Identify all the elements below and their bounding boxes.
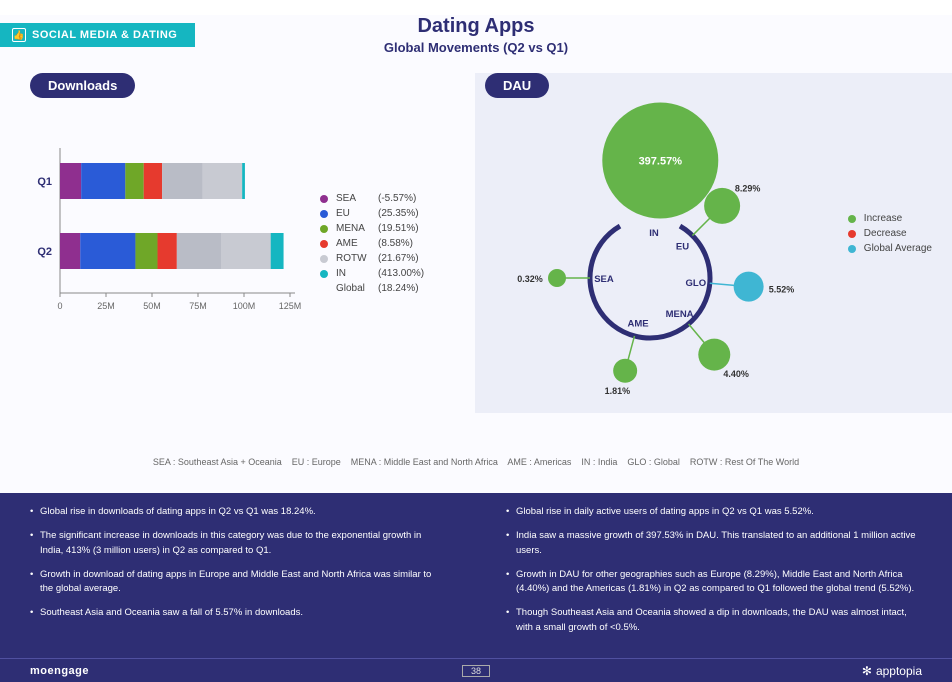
- insights-right-col: Global rise in daily active users of dat…: [476, 493, 952, 658]
- svg-text:GLO: GLO: [686, 278, 707, 289]
- insight-item: India saw a massive growth of 397.53% in…: [506, 529, 922, 558]
- insights-left-col: Global rise in downloads of dating apps …: [0, 493, 476, 658]
- dau-chart: 397.57% IN 8.29% EU 5.52% GLO 4.40% MENA 1.81% AM…: [485, 103, 845, 403]
- thumbs-icon: 👍: [12, 28, 26, 42]
- tab-label: SOCIAL MEDIA & DATING: [32, 29, 177, 41]
- insight-item: Growth in download of dating apps in Eur…: [30, 568, 446, 597]
- legend-item: Global(18.24%): [320, 283, 424, 294]
- svg-text:75M: 75M: [189, 301, 207, 311]
- brand-apptopia: ✻ apptopia: [862, 664, 922, 678]
- insight-item: Growth in DAU for other geographies such…: [506, 568, 922, 597]
- downloads-chart: 025M50M75M100M125MQ1Q2: [60, 138, 310, 338]
- svg-text:MENA: MENA: [666, 309, 694, 320]
- insight-item: The significant increase in downloads in…: [30, 529, 446, 558]
- svg-text:8.29%: 8.29%: [735, 183, 761, 193]
- legend-item: SEA(-5.57%): [320, 193, 424, 204]
- legend-item: Increase: [848, 213, 932, 224]
- downloads-legend: SEA(-5.57%) EU(25.35%) MENA(19.51%) AME(8.5…: [320, 193, 424, 298]
- apptopia-icon: ✻: [862, 664, 872, 678]
- svg-text:1.81%: 1.81%: [605, 386, 631, 396]
- svg-text:0.32%: 0.32%: [517, 274, 543, 284]
- svg-text:EU: EU: [676, 241, 689, 252]
- svg-text:25M: 25M: [97, 301, 115, 311]
- svg-text:397.57%: 397.57%: [639, 155, 683, 167]
- dau-legend: Increase Decrease Global Average: [848, 213, 932, 258]
- legend-item: AME(8.58%): [320, 238, 424, 249]
- svg-text:50M: 50M: [143, 301, 161, 311]
- svg-text:IN: IN: [649, 228, 659, 239]
- page-number: 38: [462, 665, 490, 677]
- insight-item: Global rise in daily active users of dat…: [506, 505, 922, 519]
- insight-item: Southeast Asia and Oceania saw a fall of…: [30, 606, 446, 620]
- svg-text:SEA: SEA: [594, 274, 614, 285]
- page-root: 👍 SOCIAL MEDIA & DATING Dating Apps Glob…: [0, 15, 952, 682]
- insight-item: Though Southeast Asia and Oceania showed…: [506, 606, 922, 635]
- glossary-text: SEA : Southeast Asia + Oceania EU : Euro…: [0, 457, 952, 467]
- legend-item: Decrease: [848, 228, 932, 239]
- category-tab: 👍 SOCIAL MEDIA & DATING: [0, 23, 195, 47]
- legend-item: IN(413.00%): [320, 268, 424, 279]
- downloads-panel: Downloads 0 25M 50M 75M 100M 125M Q1 Q2 SEA(-5.…: [0, 73, 475, 413]
- legend-item: Global Average: [848, 243, 932, 254]
- svg-text:4.40%: 4.40%: [723, 369, 749, 379]
- svg-text:0: 0: [57, 301, 62, 311]
- svg-text:Q2: Q2: [37, 246, 52, 258]
- dau-pill: DAU: [485, 73, 549, 98]
- svg-text:100M: 100M: [233, 301, 256, 311]
- insights-band: Global rise in downloads of dating apps …: [0, 493, 952, 658]
- bottom-bar: moengage 38 ✻ apptopia: [0, 658, 952, 682]
- downloads-chart-area: 0 25M 50M 75M 100M 125M Q1 Q2 SEA(-5.57%) EU(25.…: [30, 138, 465, 338]
- legend-item: MENA(19.51%): [320, 223, 424, 234]
- content-row: Downloads 0 25M 50M 75M 100M 125M Q1 Q2 SEA(-5.…: [0, 73, 952, 413]
- dau-panel: DAU 397.57% IN 8.29% EU 5.52% GLO 4.40% MENA 1.8…: [475, 73, 952, 413]
- legend-item: ROTW(21.67%): [320, 253, 424, 264]
- downloads-pill: Downloads: [30, 73, 135, 98]
- svg-text:AME: AME: [628, 318, 649, 329]
- svg-text:125M: 125M: [279, 301, 302, 311]
- svg-text:5.52%: 5.52%: [769, 285, 795, 295]
- brand-moengage: moengage: [30, 665, 89, 677]
- insight-item: Global rise in downloads of dating apps …: [30, 505, 446, 519]
- svg-text:Q1: Q1: [37, 176, 52, 188]
- legend-item: EU(25.35%): [320, 208, 424, 219]
